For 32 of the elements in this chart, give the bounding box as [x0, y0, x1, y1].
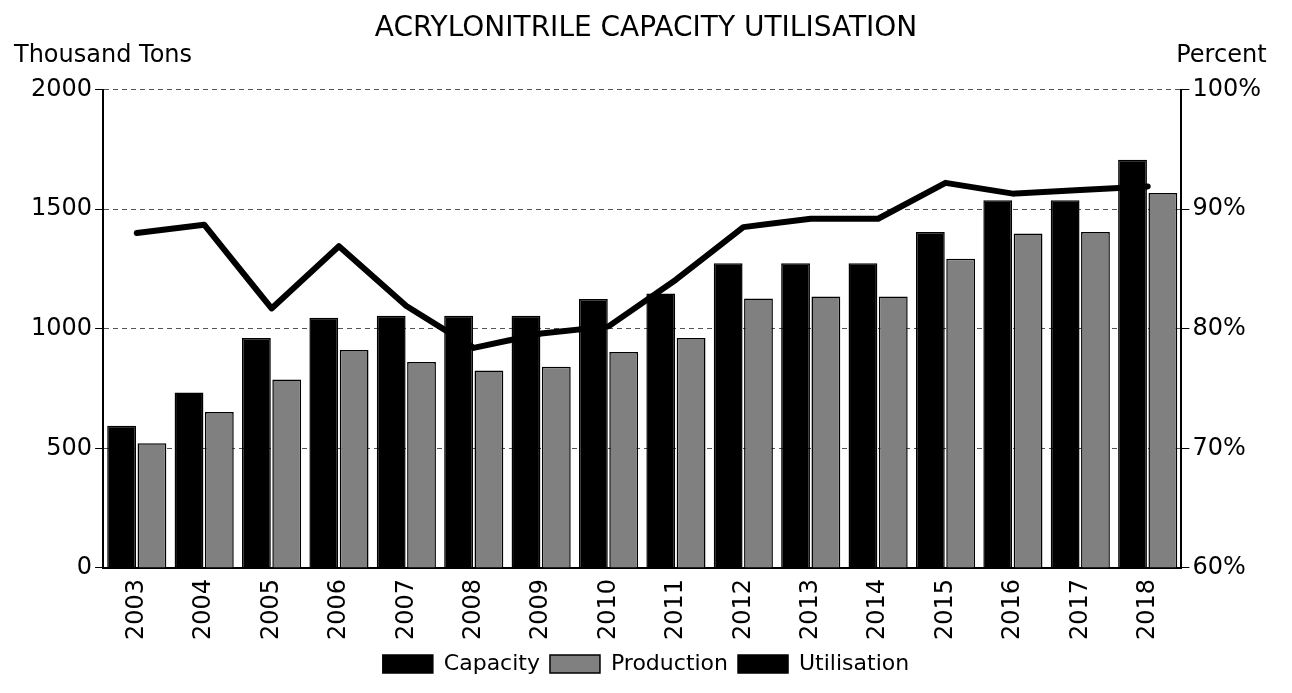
y2-axis-title: Percent [1176, 39, 1267, 68]
y-tick-label: 500 [46, 432, 93, 461]
x-tick-label: 2009 [525, 578, 554, 640]
x-tick-label: 2018 [1131, 578, 1160, 640]
x-tick-label: 2010 [592, 578, 621, 640]
x-tick-label: 2004 [188, 578, 217, 640]
y-tick-label: 1000 [31, 313, 93, 341]
y2-tick-label: 100% [1192, 73, 1262, 102]
x-tick-label: 2013 [794, 578, 823, 640]
x-tick-label: 2006 [323, 578, 352, 640]
x-tick-label: 2014 [862, 578, 891, 640]
x-tick-label: 2015 [929, 578, 958, 640]
x-tick-label: 2016 [997, 578, 1026, 640]
x-tick-label: 2012 [727, 578, 756, 640]
y2-tick-label: 90% [1192, 193, 1246, 222]
x-tick-label: 2008 [457, 578, 486, 640]
x-tick-label: 2011 [660, 578, 689, 640]
legend-label: Production [610, 649, 729, 675]
x-tick-label: 2017 [1064, 578, 1093, 640]
y-tick-label: 1500 [31, 193, 93, 222]
x-tick-label: 2005 [255, 578, 284, 640]
y-tick-label: 2000 [31, 73, 93, 102]
x-tick-label: 2007 [390, 578, 419, 640]
y2-tick-label: 60% [1192, 552, 1246, 581]
x-tick-label: 2003 [121, 578, 150, 640]
legend-label: Capacity [443, 649, 540, 675]
legend-label: Utilisation [799, 649, 910, 675]
y-tick-label: 0 [76, 552, 93, 581]
y-axis-title: Thousand Tons [13, 39, 193, 68]
y2-tick-label: 70% [1192, 432, 1246, 461]
y2-tick-label: 80% [1192, 313, 1246, 341]
chart-title: ACRYLONITRILE CAPACITY UTILISATION [374, 10, 918, 44]
